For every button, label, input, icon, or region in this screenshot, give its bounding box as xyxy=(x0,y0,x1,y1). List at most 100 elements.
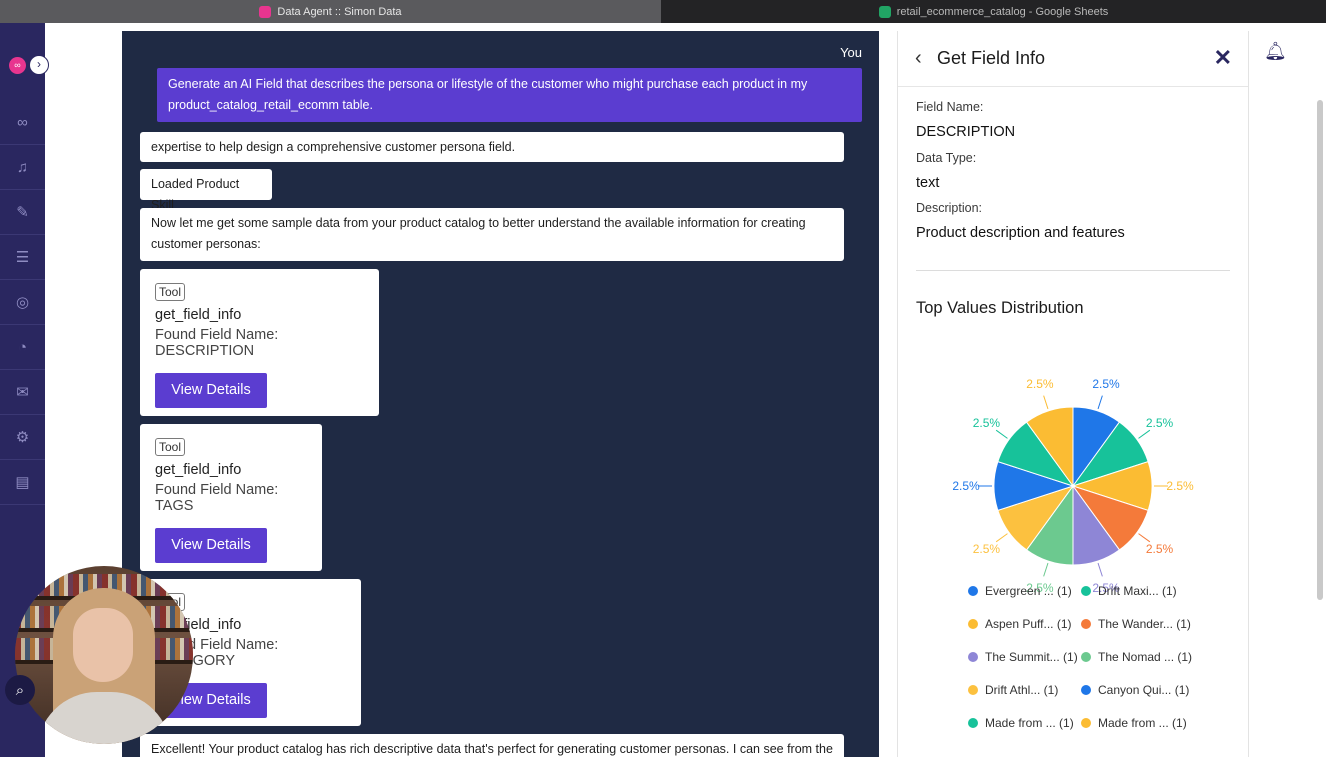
pie-slice[interactable] xyxy=(1025,406,1074,488)
legend-item[interactable]: The Wander... (1) xyxy=(1081,617,1191,631)
legend-item[interactable]: Made from ... (1) xyxy=(1081,716,1187,730)
browser-tab-google-sheets[interactable]: retail_ecommerce_catalog - Google Sheets xyxy=(661,0,1326,23)
legend-dot xyxy=(1081,718,1091,728)
pie-label-leader xyxy=(995,533,1008,543)
tool-name: get_field_info xyxy=(155,462,242,478)
tool-result: Found Field Name: TAGS xyxy=(155,482,279,514)
distribution-title: Top Values Distribution xyxy=(916,299,1084,317)
nav-bell-icon[interactable]: ♫ xyxy=(0,145,45,190)
bookshelf-row xyxy=(15,574,193,596)
pie-slice-label: 2.5% xyxy=(1092,581,1120,595)
nav-tools-icon[interactable]: ✎ xyxy=(0,190,45,235)
webcam-overlay xyxy=(15,566,193,744)
nav-mail-icon[interactable]: ✉ xyxy=(0,370,45,415)
legend-item[interactable]: The Summit... (1) xyxy=(968,650,1078,664)
tool-badge: Tool xyxy=(155,438,186,456)
field-name-label: Field Name: xyxy=(916,100,984,114)
legend-item[interactable]: The Nomad ... (1) xyxy=(1081,650,1192,664)
view-details-button[interactable]: View Details xyxy=(155,373,267,408)
legend-item[interactable]: Made from ... (1) xyxy=(968,716,1074,730)
data-type-label: Data Type: xyxy=(916,151,977,165)
assistant-message: Excellent! Your product catalog has rich… xyxy=(140,734,844,757)
assistant-message: expertise to help design a comprehensive… xyxy=(140,132,844,162)
pie-slice-label: 2.5% xyxy=(1092,377,1120,391)
browser-tab-title: retail_ecommerce_catalog - Google Sheets xyxy=(896,5,1109,18)
legend-label: Drift Athl... (1) xyxy=(985,683,1059,697)
legend-dot xyxy=(1081,652,1091,662)
legend-item[interactable]: Drift Maxi... (1) xyxy=(1081,584,1177,598)
legend-label: Made from ... (1) xyxy=(985,716,1074,730)
pie-slice-label: 2.5% xyxy=(973,416,1001,430)
legend-dot xyxy=(968,685,978,695)
legend-dot xyxy=(968,586,978,596)
view-details-button[interactable]: View Details xyxy=(155,528,267,563)
legend-label: Evergreen ... (1) xyxy=(985,584,1072,598)
panel-title: Get Field Info xyxy=(937,48,1046,68)
nav-infinity-icon[interactable]: ∞ xyxy=(0,100,45,145)
legend-label: The Nomad ... (1) xyxy=(1098,650,1193,664)
legend-item[interactable]: Evergreen ... (1) xyxy=(968,584,1072,598)
sender-label: You xyxy=(840,45,862,60)
legend-label: Aspen Puff... (1) xyxy=(985,617,1072,631)
pie-label-leader xyxy=(1138,533,1151,543)
legend-label: Canyon Qui... (1) xyxy=(1098,683,1190,697)
pie-label-leader xyxy=(1138,429,1151,439)
search-icon[interactable]: ⌕ xyxy=(5,675,35,705)
legend-item[interactable]: Aspen Puff... (1) xyxy=(968,617,1072,631)
nav-expand-chevron-right-icon[interactable]: › xyxy=(29,55,49,75)
pie-slice-label: 2.5% xyxy=(1166,479,1194,493)
back-chevron-left-icon[interactable]: ‹ xyxy=(915,47,922,69)
divider xyxy=(916,270,1230,271)
legend-dot xyxy=(1081,586,1091,596)
legend-label: Drift Maxi... (1) xyxy=(1098,584,1177,598)
panel-header: ‹ Get Field Info ✕ xyxy=(898,31,1248,87)
tool-card: Tool get_field_info Found Field Name: TA… xyxy=(140,424,322,571)
presenter-face xyxy=(73,608,133,682)
description-value: Product description and features xyxy=(916,225,1125,241)
sheets-favicon-icon xyxy=(878,5,891,18)
nav-chart-icon[interactable]: ◔ xyxy=(0,325,45,370)
pie-slice-label: 2.5% xyxy=(952,479,980,493)
assistant-message: Now let me get some sample data from you… xyxy=(140,208,844,261)
close-icon[interactable]: ✕ xyxy=(1213,45,1232,70)
nav-document-icon[interactable]: ▤ xyxy=(0,460,45,505)
pie-label-leader xyxy=(1043,395,1049,410)
legend-label: Made from ... (1) xyxy=(1098,716,1187,730)
pie-slice-label: 2.5% xyxy=(1026,377,1054,391)
description-label: Description: xyxy=(916,201,982,215)
simon-favicon-icon xyxy=(259,5,272,18)
legend-label: The Summit... (1) xyxy=(985,650,1078,664)
pie-label-leader xyxy=(1043,562,1049,577)
simon-logo-icon[interactable]: ∞ xyxy=(9,57,26,74)
nav-fingerprint-icon[interactable]: ◎ xyxy=(0,280,45,325)
notifications-bell-icon[interactable]: 🔔︎ xyxy=(1264,41,1287,61)
legend-dot xyxy=(1081,685,1091,695)
pie-slice-label: 2.5% xyxy=(1026,581,1054,595)
data-type-value: text xyxy=(916,175,940,191)
legend-label: The Wander... (1) xyxy=(1098,617,1191,631)
legend-dot xyxy=(968,619,978,629)
tool-badge: Tool xyxy=(155,283,186,301)
tool-name: get_field_info xyxy=(155,307,242,323)
tool-card: Tool get_field_info Found Field Name: DE… xyxy=(140,269,379,416)
field-name-value: DESCRIPTION xyxy=(916,124,1016,140)
pie-label-leader xyxy=(1097,395,1103,410)
legend-dot xyxy=(968,652,978,662)
nav-gear-icon[interactable]: ⚙ xyxy=(0,415,45,460)
pie-slice-label: 2.5% xyxy=(973,542,1001,556)
legend-item[interactable]: Canyon Qui... (1) xyxy=(1081,683,1189,697)
user-message: Generate an AI Field that describes the … xyxy=(157,68,862,122)
browser-tab-title: Data Agent :: Simon Data xyxy=(277,5,402,18)
pie-chart-svg: 2.5% 2.5% 2.5% 2.5% 2.5% 2.5% 2.5% 2.5% 2.5% 2.5% xyxy=(952,377,1194,595)
legend-item[interactable]: Drift Athl... (1) xyxy=(968,683,1058,697)
nav-table-icon[interactable]: ☰ xyxy=(0,235,45,280)
browser-tab-simon-data[interactable]: Data Agent :: Simon Data xyxy=(0,0,661,23)
pie-slice-label: 2.5% xyxy=(1146,416,1174,430)
pie-label-leader xyxy=(1097,562,1103,577)
scrollbar[interactable] xyxy=(1317,100,1323,600)
browser-tab-strip: Data Agent :: Simon Data retail_ecommerc… xyxy=(0,0,1326,23)
tool-result: Found Field Name: DESCRIPTION xyxy=(155,327,279,359)
pie-label-leader xyxy=(995,429,1008,439)
chat-panel: You Generate an AI Field that describes … xyxy=(122,31,879,757)
pie-chart: 2.5% 2.5% 2.5% 2.5% 2.5% 2.5% 2.5% 2.5% 2.5% 2.5% xyxy=(898,331,1248,631)
